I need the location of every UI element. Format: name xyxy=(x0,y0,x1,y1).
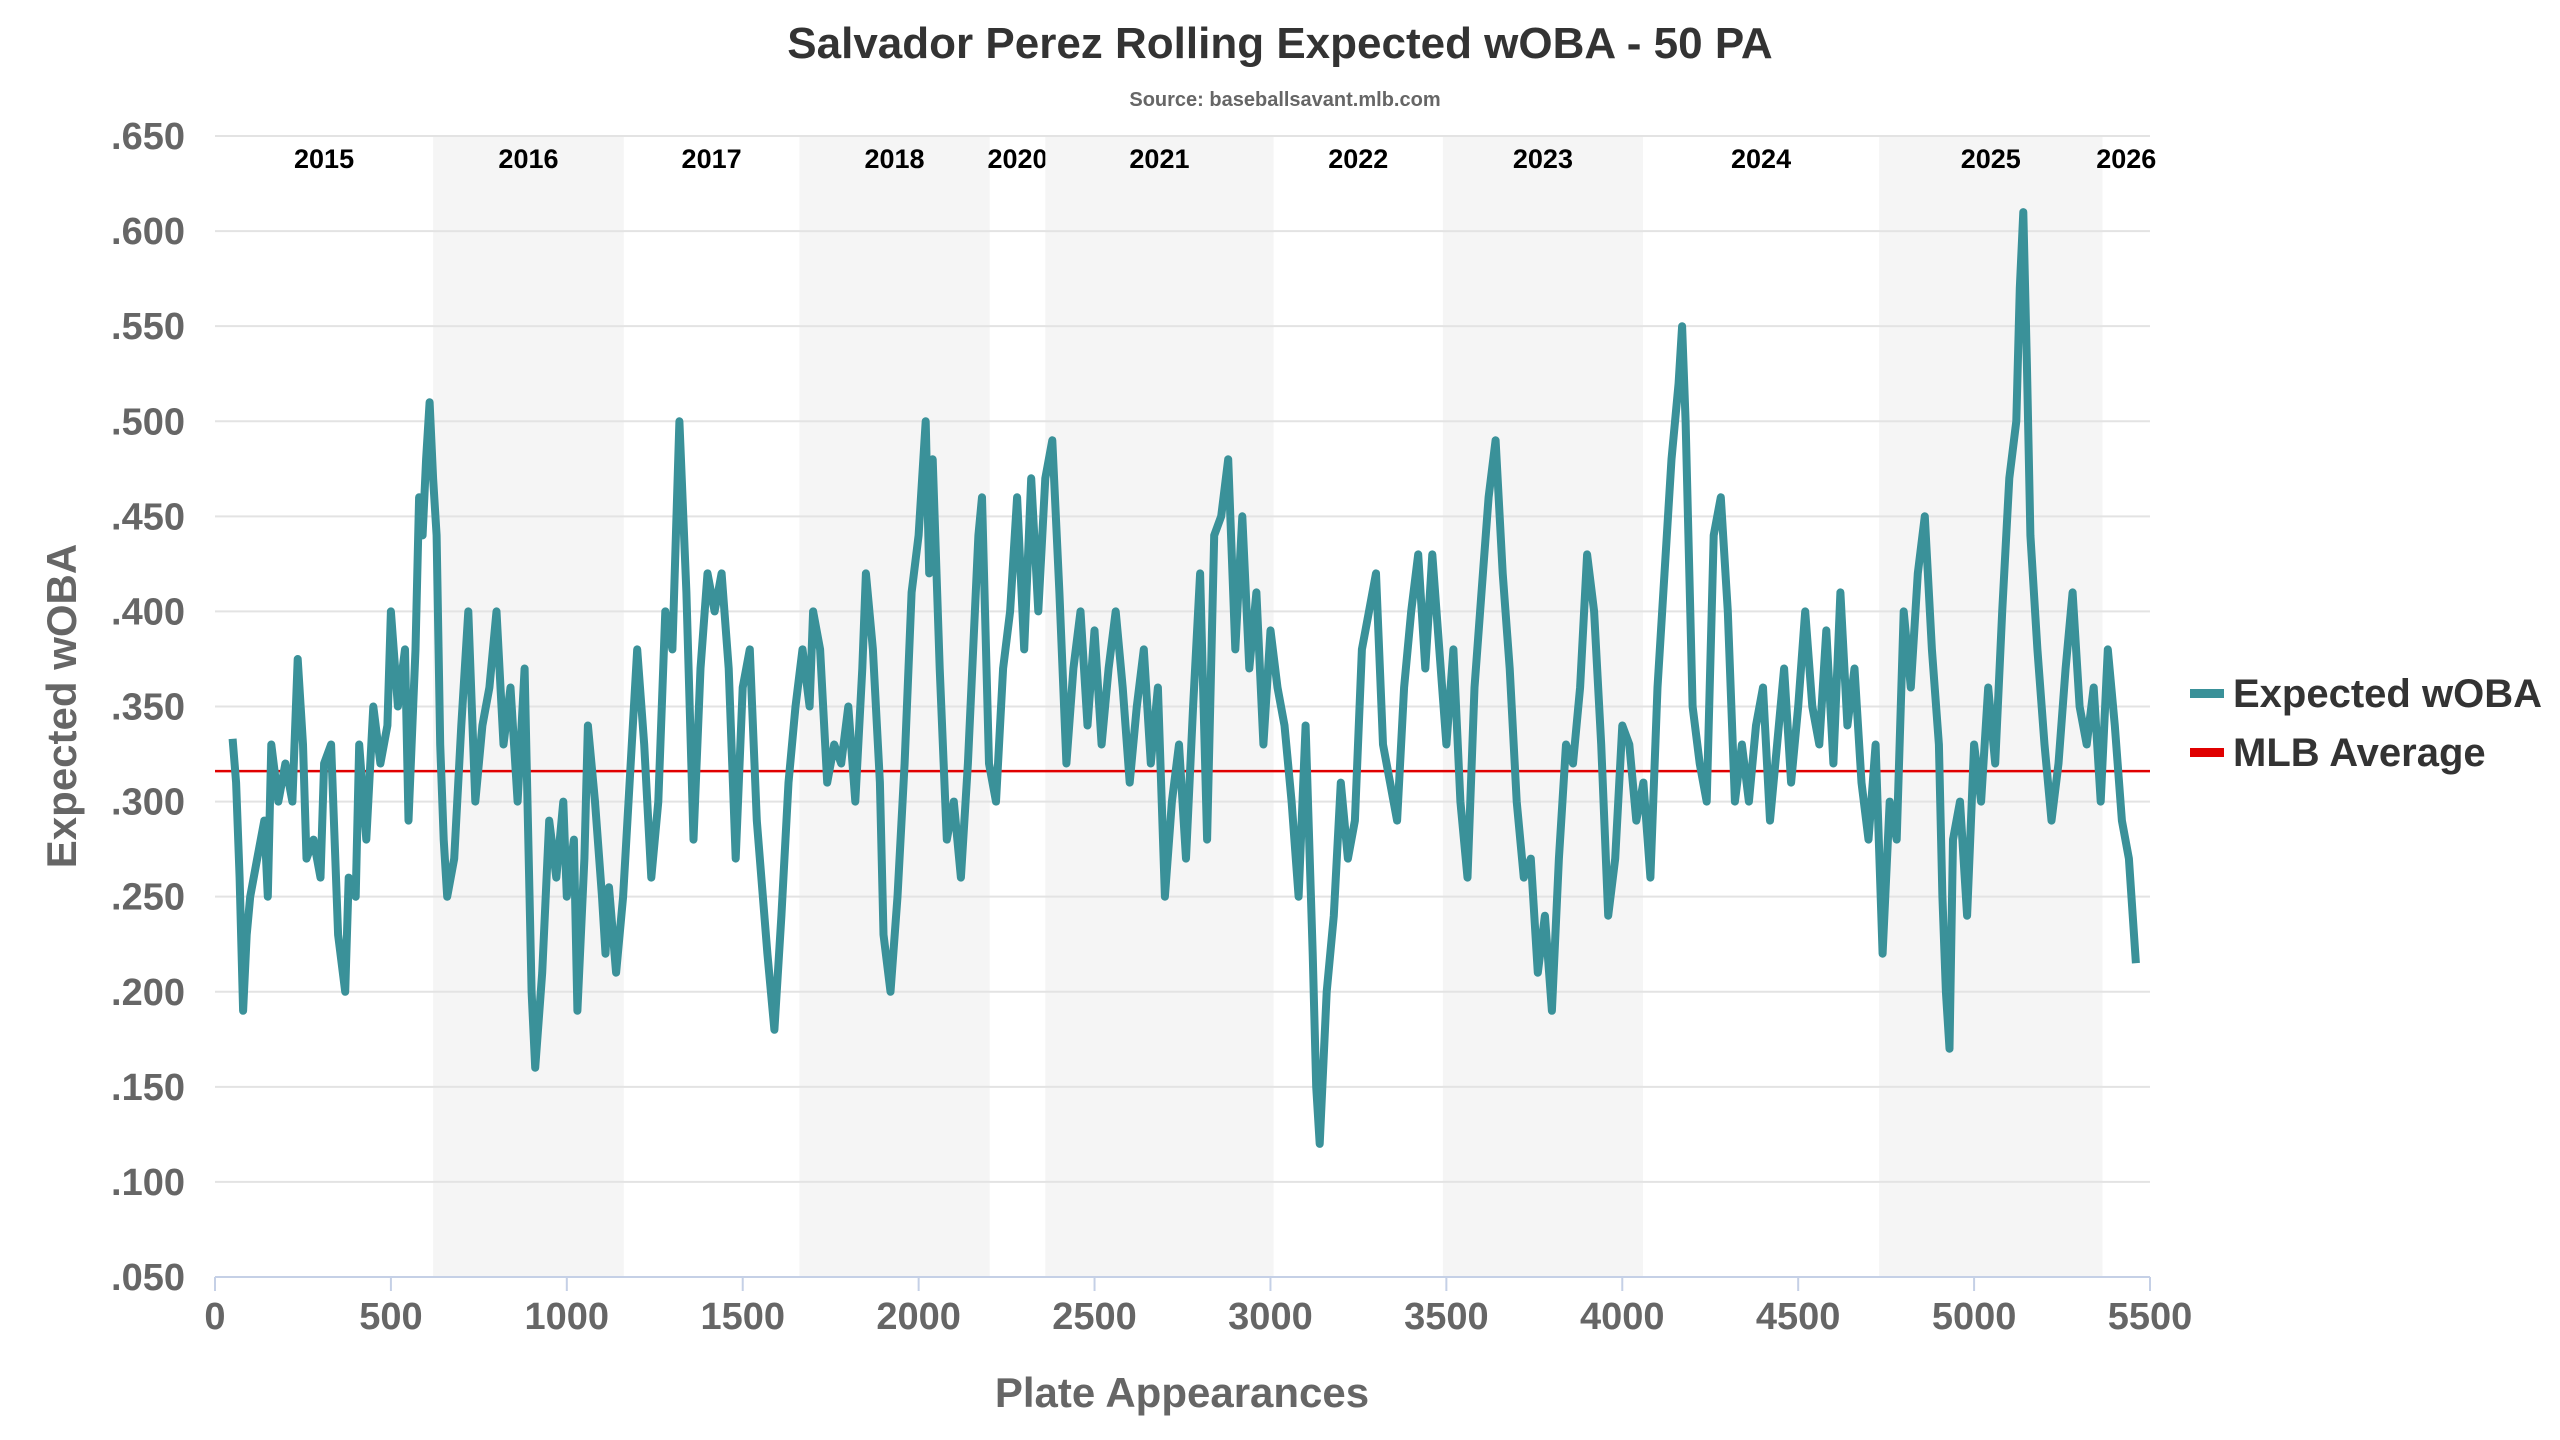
expected-woba-line xyxy=(228,208,2140,1148)
x-axis-title: Plate Appearances xyxy=(995,1369,1369,1416)
x-tick-label: 4000 xyxy=(1580,1296,1665,1338)
x-tick-labels: 0 500 1000 1500 2000 2500 3000 3500 4000 4500 5000… xyxy=(204,1296,2192,1338)
y-tick-label: .500 xyxy=(111,401,185,443)
x-tick-label: 4500 xyxy=(1756,1296,1841,1338)
x-tick-label: 5500 xyxy=(2108,1296,2193,1338)
season-label-2026: 2026 xyxy=(2096,144,2156,174)
x-tick-label: 3000 xyxy=(1228,1296,1313,1338)
y-tick-label: .350 xyxy=(111,687,185,729)
x-tick-label: 500 xyxy=(359,1296,422,1338)
y-tick-label: .300 xyxy=(111,782,185,824)
x-tick-label: 2000 xyxy=(876,1296,961,1338)
chart-subtitle: Source: baseballsavant.mlb.com xyxy=(1129,89,1440,111)
season-label-2024: 2024 xyxy=(1731,144,1791,174)
season-label-2017: 2017 xyxy=(682,144,742,174)
x-tick-label: 5000 xyxy=(1932,1296,2017,1338)
y-tick-label: .050 xyxy=(111,1257,185,1299)
x-tick-label: 1500 xyxy=(700,1296,785,1338)
season-label-2020: 2020 xyxy=(987,144,1047,174)
y-tick-label: .550 xyxy=(111,306,185,348)
chart-title: Salvador Perez Rolling Expected wOBA - 5… xyxy=(787,19,1772,68)
season-label-2023: 2023 xyxy=(1513,144,1573,174)
y-tick-label: .150 xyxy=(111,1067,185,1109)
y-tick-label: .200 xyxy=(111,972,185,1014)
y-tick-label: .650 xyxy=(111,116,185,158)
y-tick-label: .450 xyxy=(111,496,185,538)
season-label-2016: 2016 xyxy=(498,144,558,174)
season-label-2015: 2015 xyxy=(294,144,354,174)
legend: Expected wOBA MLB Average xyxy=(2190,672,2542,775)
season-label-2021: 2021 xyxy=(1129,144,1189,174)
legend-item-expected-woba[interactable]: Expected wOBA xyxy=(2190,672,2542,716)
x-tick-label: 0 xyxy=(204,1296,225,1338)
grid-lines xyxy=(214,135,2151,1291)
legend-label-mlb-average: MLB Average xyxy=(2233,731,2486,775)
legend-item-mlb-average[interactable]: MLB Average xyxy=(2190,731,2486,775)
x-tick-label: 3500 xyxy=(1404,1296,1489,1338)
legend-label-expected-woba: Expected wOBA xyxy=(2233,672,2542,716)
x-tick-label: 1000 xyxy=(525,1296,610,1338)
season-label-2022: 2022 xyxy=(1328,144,1388,174)
legend-swatch-mlb-average xyxy=(2190,748,2224,757)
y-axis-title: Expected wOBA xyxy=(38,544,85,868)
y-tick-labels: .050 .100 .150 .200 .250 .300 .350 .400 .450 .500… xyxy=(111,116,185,1299)
y-tick-label: .600 xyxy=(111,211,185,253)
season-label-2018: 2018 xyxy=(864,144,924,174)
season-label-2025: 2025 xyxy=(1961,144,2021,174)
y-tick-label: .400 xyxy=(111,591,185,633)
y-tick-label: .250 xyxy=(111,877,185,919)
y-tick-label: .100 xyxy=(111,1162,185,1204)
x-tick-label: 2500 xyxy=(1052,1296,1137,1338)
legend-swatch-expected-woba xyxy=(2190,689,2224,698)
